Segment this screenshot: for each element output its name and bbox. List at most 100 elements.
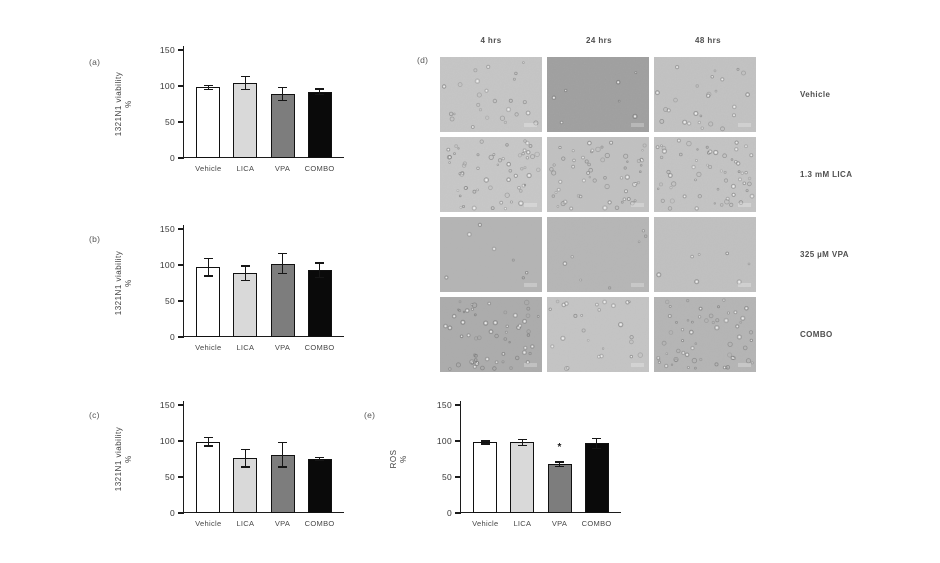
panel-c-ylabel: 1321N1 viability %: [111, 399, 137, 519]
y-tick: [178, 85, 183, 87]
row-label-vpa: 325 µM VPA: [800, 250, 849, 259]
category-label: Vehicle: [195, 343, 222, 352]
error-bar: [207, 258, 209, 276]
error-bar-cap: [517, 438, 528, 441]
panel-e-plot: 0 50 100 150 Vehicle LICA VPA COMBO *: [437, 400, 621, 528]
category-label: Vehicle: [195, 519, 222, 528]
row-label-vehicle: Vehicle: [800, 90, 831, 99]
y-tick-label: 0: [169, 508, 175, 518]
micrograph-image-r2c2: [654, 217, 756, 292]
y-tick-label: 50: [164, 472, 175, 482]
x-axis: [183, 336, 344, 338]
error-bar: [281, 87, 284, 101]
y-axis: [183, 401, 185, 514]
y-tick: [178, 440, 183, 442]
y-tick: [178, 49, 183, 51]
category-label: VPA: [274, 343, 291, 352]
category-label: LICA: [236, 519, 255, 528]
error-bar-cap: [240, 89, 251, 91]
error-bar: [484, 441, 486, 444]
ylabel-line1: 1321N1 viability: [114, 71, 123, 137]
y-tick: [178, 157, 183, 159]
error-bar-cap: [203, 275, 214, 277]
ylabel-line1: ROS: [389, 449, 398, 469]
error-bar: [318, 457, 321, 461]
error-bar-cap: [554, 465, 565, 467]
y-axis: [183, 225, 185, 338]
micrograph-image-r0c0: [440, 57, 542, 132]
y-tick: [455, 440, 460, 442]
micrograph-image-r0c2: [654, 57, 756, 132]
error-bar: [281, 442, 284, 467]
micrograph-image-r1c0: [440, 137, 542, 212]
y-tick: [178, 228, 183, 230]
y-tick: [178, 300, 183, 302]
category-label: VPA: [551, 519, 568, 528]
panel-e-ylabel: ROS %: [386, 399, 412, 519]
micrograph-image-r1c1: [547, 137, 649, 212]
error-bar-cap: [203, 436, 214, 439]
y-tick: [178, 264, 183, 266]
error-bar-cap: [203, 89, 214, 91]
x-axis: [183, 512, 344, 514]
bar: [307, 459, 332, 513]
panel-c-label: (c): [89, 410, 100, 420]
y-tick-label: 100: [159, 260, 175, 270]
category-label: COMBO: [581, 519, 612, 528]
panel-d-label: (d): [417, 55, 429, 65]
bar: [307, 91, 332, 158]
error-bar-cap: [314, 459, 325, 462]
error-bar-cap: [314, 88, 325, 90]
error-bar: [207, 85, 209, 90]
y-tick-label: 100: [159, 436, 175, 446]
error-bar-cap: [277, 466, 288, 468]
panel-e-label: (e): [364, 410, 376, 420]
ylabel-line1: 1321N1 viability: [114, 426, 123, 492]
error-bar-cap: [203, 84, 214, 87]
x-axis: [183, 157, 344, 159]
panel-b-label: (b): [89, 234, 101, 244]
category-label: COMBO: [304, 164, 335, 173]
error-bar-cap: [203, 445, 214, 447]
error-bar-cap: [203, 257, 214, 260]
y-tick-label: 0: [169, 153, 175, 163]
bar: [270, 454, 295, 513]
bar: [196, 267, 221, 337]
category-label: VPA: [274, 164, 291, 173]
category-label: Vehicle: [472, 519, 499, 528]
y-tick-label: 150: [436, 400, 452, 410]
column-header-48hrs: 48 hrs: [695, 36, 721, 45]
micrograph-image-r3c1: [547, 297, 649, 372]
error-bar: [244, 76, 247, 90]
y-tick-label: 50: [441, 472, 452, 482]
bar: [473, 442, 498, 513]
category-label: VPA: [274, 519, 291, 528]
y-axis: [183, 46, 185, 159]
micrograph-image-r3c0: [440, 297, 542, 372]
micrograph-image-r1c2: [654, 137, 756, 212]
error-bar: [318, 262, 321, 278]
error-bar: [318, 88, 321, 95]
error-bar-cap: [277, 86, 288, 89]
error-bar-cap: [591, 447, 602, 449]
error-bar-cap: [314, 456, 325, 459]
bar: [270, 263, 295, 337]
y-tick-label: 0: [169, 332, 175, 342]
y-axis: [460, 401, 462, 514]
y-tick-label: 100: [159, 81, 175, 91]
bar: [196, 441, 221, 513]
y-tick: [178, 404, 183, 406]
micrograph-image-r3c2: [654, 297, 756, 372]
y-tick: [178, 336, 183, 338]
y-tick-label: 150: [159, 400, 175, 410]
error-bar-cap: [314, 262, 325, 264]
error-bar-cap: [591, 437, 602, 439]
bar: [510, 442, 535, 513]
y-tick-label: 100: [436, 436, 452, 446]
error-bar: [207, 437, 209, 447]
panel-a-plot: 0 50 100 150 Vehicle LICA VPA COMBO: [160, 45, 344, 173]
error-bar-cap: [277, 252, 288, 255]
panel-a-ylabel: 1321N1 viability %: [111, 44, 137, 164]
error-bar-cap: [480, 443, 491, 445]
column-header-24hrs: 24 hrs: [586, 36, 612, 45]
